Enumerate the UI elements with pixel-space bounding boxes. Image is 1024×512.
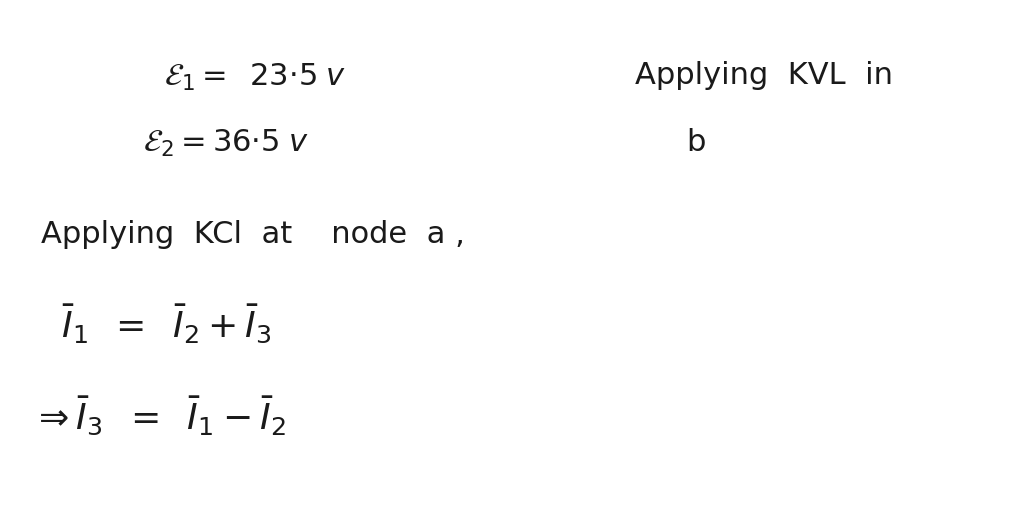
Text: Applying  KVL  in: Applying KVL in <box>635 61 893 91</box>
Text: $\bar{I}_1 \;\; = \;\; \bar{I}_2 + \bar{I}_3$: $\bar{I}_1 \;\; = \;\; \bar{I}_2 + \bar{… <box>61 302 272 345</box>
Text: Applying  KCl  at    node  a ,: Applying KCl at node a , <box>41 220 465 249</box>
Text: $\mathcal{E}_2 = 36{\cdot}5 \; v$: $\mathcal{E}_2 = 36{\cdot}5 \; v$ <box>143 128 309 159</box>
Text: $\mathcal{E}_1 = \;\; 23{\cdot}5 \; v$: $\mathcal{E}_1 = \;\; 23{\cdot}5 \; v$ <box>164 61 346 93</box>
Text: b: b <box>686 128 706 157</box>
Text: $\Rightarrow \bar{I}_3 \;\; = \;\; \bar{I}_1 - \bar{I}_2$: $\Rightarrow \bar{I}_3 \;\; = \;\; \bar{… <box>31 394 286 437</box>
